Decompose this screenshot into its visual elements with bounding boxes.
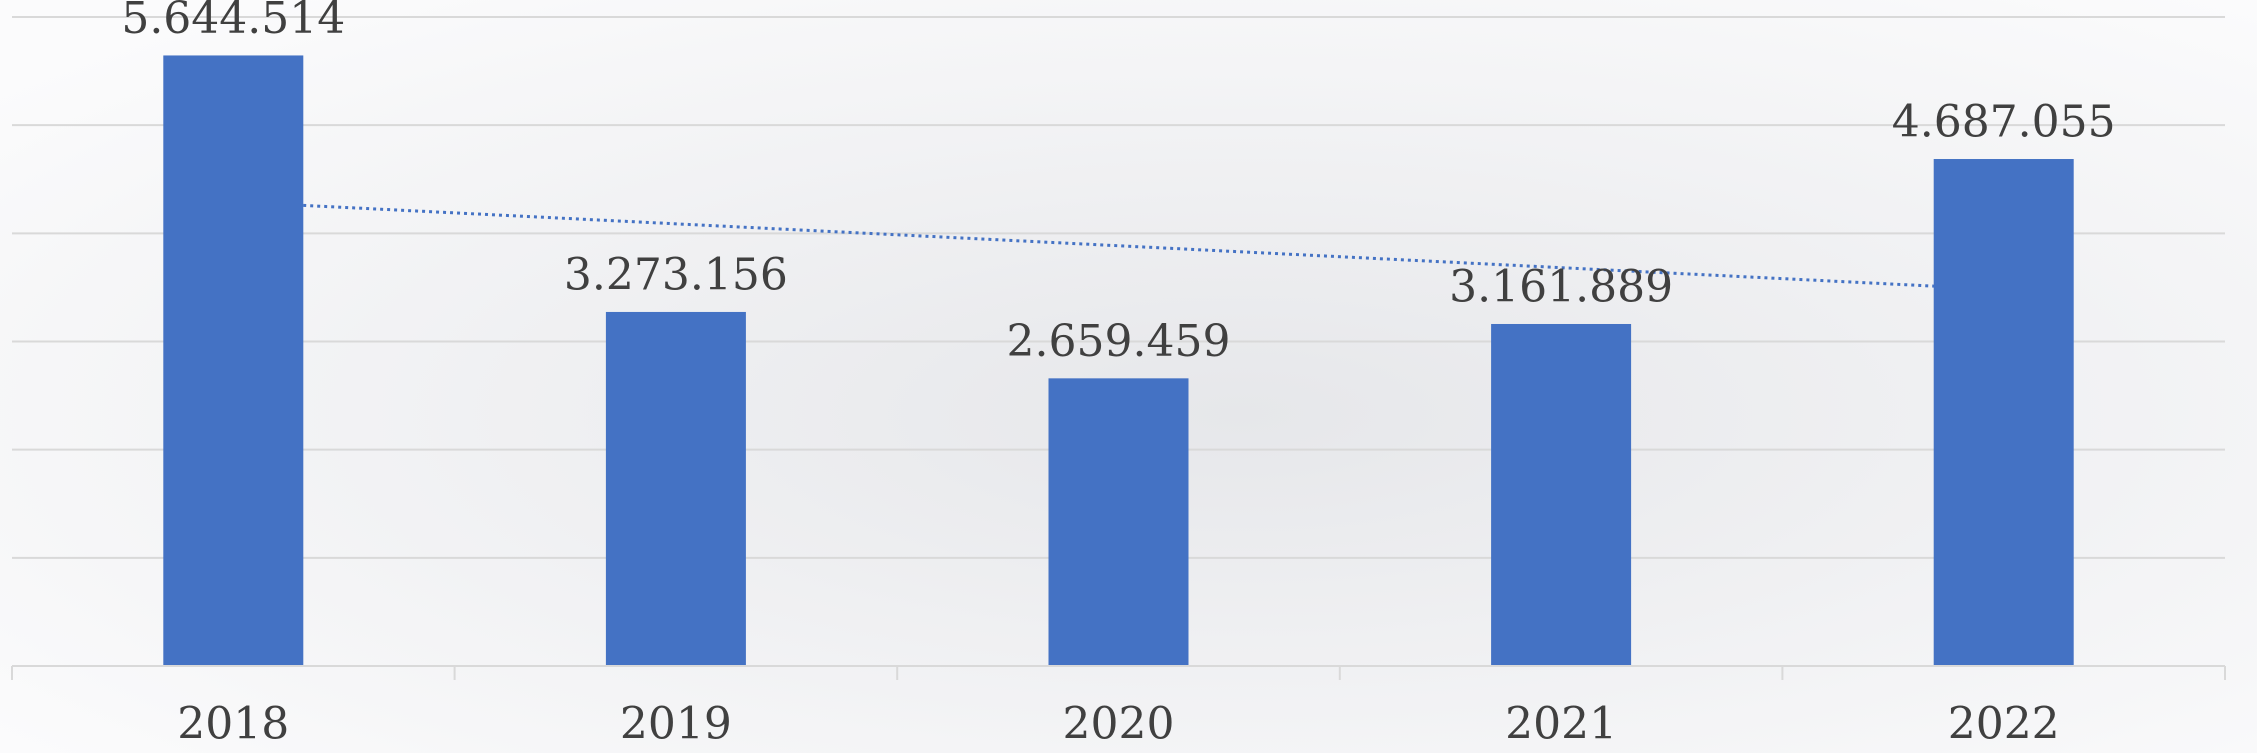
value-label: 4.687.055 <box>1892 97 2116 148</box>
x-tick-label: 2021 <box>1505 699 1617 750</box>
value-label: 3.161.889 <box>1449 261 1673 312</box>
value-label: 5.644.514 <box>121 0 345 44</box>
x-tick-label: 2018 <box>177 699 289 750</box>
bar <box>605 311 746 666</box>
x-tick-label: 2022 <box>1948 699 2060 750</box>
x-tick-label: 2019 <box>620 699 732 750</box>
value-label: 2.659.459 <box>1007 316 1231 367</box>
bar <box>1491 323 1632 666</box>
bar <box>163 55 304 667</box>
trendline <box>233 200 2004 292</box>
bar <box>1048 378 1189 666</box>
x-tick-label: 2020 <box>1063 699 1175 750</box>
bar <box>1933 159 2074 666</box>
value-label: 3.273.156 <box>564 249 788 300</box>
